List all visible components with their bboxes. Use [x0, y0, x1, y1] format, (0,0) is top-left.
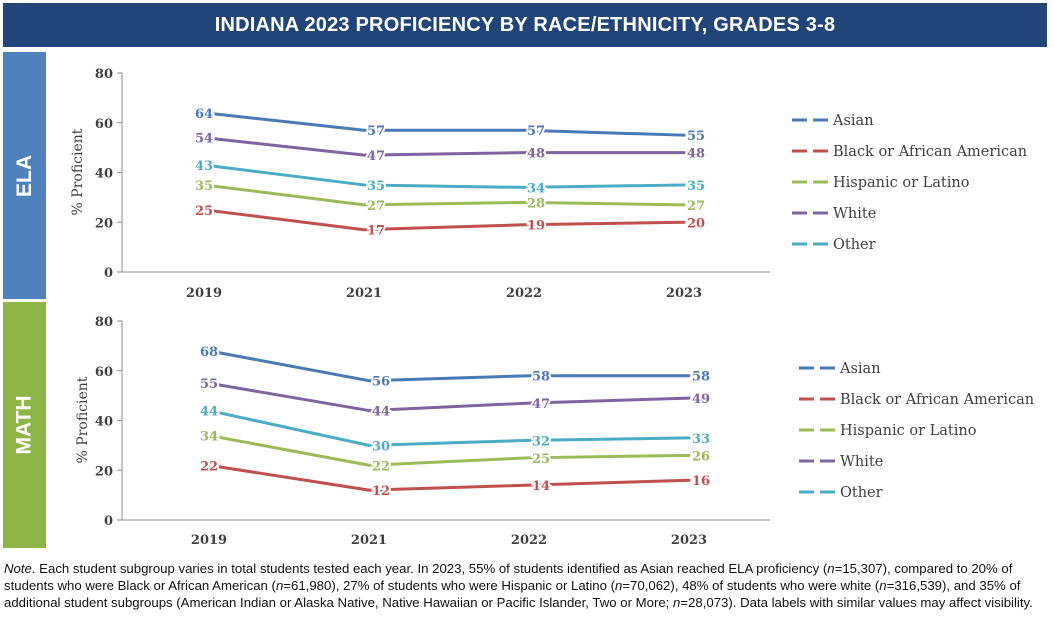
ela-data-label-black-or-african-american: 17 [367, 224, 385, 239]
note-n-4: n [879, 578, 887, 593]
math-data-label-black-or-african-american: 12 [372, 484, 390, 499]
ela-data-label-white: 48 [687, 147, 705, 162]
ela-x-tick-label: 2019 [186, 286, 222, 301]
math-data-label-other: 32 [532, 434, 550, 449]
ela-data-label-white: 47 [367, 149, 385, 164]
math-series-line-other [207, 409, 691, 447]
ela-data-label-asian: 55 [687, 129, 705, 144]
math-data-label-hispanic-or-latino: 34 [200, 429, 218, 444]
ela-legend-label-black-or-african-american: Black or African American [833, 144, 1027, 160]
ela-data-label-hispanic-or-latino: 27 [687, 199, 705, 214]
ela-y-tick-label: 0 [104, 266, 113, 281]
math-series-line-white [207, 381, 691, 413]
math-data-label-black-or-african-american: 14 [532, 479, 550, 494]
math-y-tick-label: 60 [95, 365, 113, 380]
note-part-5: =28,073). Data labels with similar value… [680, 595, 1033, 610]
ela-x-tick-label: 2021 [346, 286, 382, 301]
math-panel-label: MATH [3, 302, 46, 548]
math-data-label-asian: 56 [372, 375, 390, 390]
note-part-2: =61,980), 27% of students who were Hispa… [283, 578, 615, 593]
math-x-tick-label: 2022 [511, 533, 547, 548]
ela-data-label-hispanic-or-latino: 35 [195, 179, 213, 194]
ela-data-label-other: 35 [687, 179, 705, 194]
ela-data-label-asian: 57 [367, 124, 385, 139]
ela-panel-label: ELA [3, 52, 46, 299]
ela-data-label-hispanic-or-latino: 28 [527, 196, 545, 211]
math-data-label-other: 33 [692, 432, 710, 447]
chart-title: INDIANA 2023 PROFICIENCY BY RACE/ETHNICI… [3, 3, 1047, 47]
ela-data-label-other: 35 [367, 179, 385, 194]
ela-legend-label-asian: Asian [832, 113, 874, 129]
ela-series-line-other [202, 163, 686, 189]
note-body: . Each student subgroup varies in total … [31, 561, 828, 576]
ela-data-label-asian: 57 [527, 124, 545, 139]
math-data-label-white: 44 [372, 405, 390, 420]
note-n-3: n [615, 578, 623, 593]
ela-data-label-black-or-african-american: 25 [195, 204, 213, 219]
math-data-label-black-or-african-american: 16 [692, 474, 710, 489]
ela-y-tick-label: 80 [95, 67, 113, 82]
math-x-tick-label: 2021 [351, 533, 387, 548]
math-legend-label-black-or-african-american: Black or African American [840, 392, 1034, 408]
ela-series-line-white [202, 136, 686, 157]
ela-y-tick-label: 60 [95, 117, 113, 132]
math-y-tick-label: 20 [95, 464, 113, 479]
note-prefix: Note [4, 561, 32, 576]
math-series-line-hispanic-or-latino [207, 433, 691, 467]
ela-data-label-hispanic-or-latino: 27 [367, 199, 385, 214]
math-data-label-asian: 58 [692, 370, 710, 385]
ela-x-tick-label: 2022 [506, 286, 542, 301]
ela-y-axis-title: % Proficient [70, 128, 86, 215]
ela-data-label-black-or-african-american: 19 [527, 219, 545, 234]
math-data-label-hispanic-or-latino: 25 [532, 452, 550, 467]
math-data-label-asian: 68 [200, 345, 218, 360]
math-legend-label-asian: Asian [839, 361, 881, 377]
math-y-tick-label: 80 [95, 315, 113, 330]
math-data-label-asian: 58 [532, 370, 550, 385]
math-series-line-asian [207, 349, 691, 383]
math-data-label-white: 55 [200, 377, 218, 392]
ela-legend-label-white: White [833, 206, 876, 222]
ela-x-tick-label: 2023 [666, 286, 702, 301]
math-data-label-other: 44 [200, 405, 218, 420]
note-part-4: =316,539), and 35% of additional student… [4, 578, 1021, 610]
ela-y-tick-label: 40 [95, 167, 113, 182]
ela-data-label-asian: 64 [195, 107, 213, 122]
note-part-3: =70,062), 48% of students who were white… [622, 578, 880, 593]
ela-data-label-white: 54 [195, 132, 213, 147]
math-data-label-other: 30 [372, 439, 390, 454]
math-x-tick-label: 2023 [671, 533, 707, 548]
math-data-label-hispanic-or-latino: 26 [692, 449, 710, 464]
ela-data-label-white: 48 [527, 147, 545, 162]
ela-data-label-black-or-african-american: 20 [687, 216, 705, 231]
note-part-1: =15,307), compared to 20% of students wh… [4, 561, 1013, 593]
math-data-label-hispanic-or-latino: 22 [372, 459, 390, 474]
note-n-1: n [827, 561, 835, 576]
chart-note: Note. Each student subgroup varies in to… [4, 560, 1048, 611]
math-y-tick-label: 0 [104, 514, 113, 529]
math-y-tick-label: 40 [95, 415, 113, 430]
math-data-label-white: 47 [532, 397, 550, 412]
math-legend-label-hispanic-or-latino: Hispanic or Latino [840, 423, 976, 439]
math-data-label-white: 49 [692, 392, 710, 407]
math-legend-label-other: Other [840, 485, 883, 501]
ela-data-label-other: 43 [195, 159, 213, 174]
ela-legend-label-hispanic-or-latino: Hispanic or Latino [833, 175, 969, 191]
math-x-tick-label: 2019 [191, 533, 227, 548]
math-y-axis-title: % Proficient [75, 376, 91, 463]
note-n-5: n [673, 595, 681, 610]
math-series-line-black-or-african-american [207, 463, 691, 492]
ela-series-line-hispanic-or-latino [202, 183, 686, 207]
math-legend-label-white: White [840, 454, 883, 470]
ela-data-label-other: 34 [527, 181, 545, 196]
ela-legend-label-other: Other [833, 237, 876, 253]
ela-series-line-black-or-african-american [202, 208, 686, 232]
note-n-2: n [275, 578, 284, 593]
ela-y-tick-label: 20 [95, 216, 113, 231]
ela-series-line-asian [202, 111, 686, 137]
math-data-label-black-or-african-american: 22 [200, 459, 218, 474]
